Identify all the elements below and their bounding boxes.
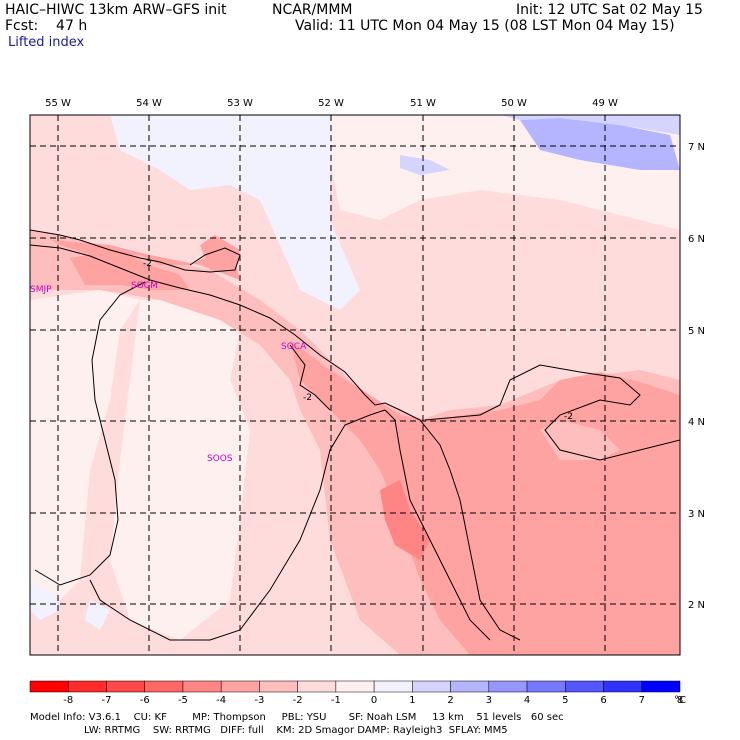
colorbar-swatch	[373, 680, 413, 693]
colorbar-swatch	[488, 680, 528, 693]
station-label: SOCA	[281, 342, 307, 352]
contour-label: -2	[564, 412, 573, 422]
colorbar-swatch	[67, 680, 107, 693]
colorbar-tick-label: 8	[676, 695, 684, 706]
colorbar-swatch	[144, 680, 184, 693]
colorbar	[29, 680, 681, 693]
contour-label: -2	[303, 393, 312, 403]
station-label: SOOS	[207, 454, 233, 464]
colorbar-tick-label: 0	[370, 695, 378, 706]
lat-label: 7 N	[688, 142, 705, 153]
colorbar-swatch	[220, 680, 260, 693]
colorbar-tick-label: 3	[485, 695, 492, 706]
colorbar-swatch	[259, 680, 298, 693]
contour-label: -2	[143, 259, 152, 269]
lon-label: 51 W	[410, 98, 436, 109]
org-label: NCAR/MMM	[272, 2, 353, 18]
colorbar-tick-label: 7	[638, 695, 645, 706]
station-label: SOCM	[131, 281, 158, 291]
colorbar-tick-label: 6	[600, 695, 607, 706]
colorbar-tick-label: 5	[562, 695, 569, 706]
station-labels: SMJP SOCM SOCA SOOS	[30, 281, 307, 464]
contour-labels: -2 -2 -2	[143, 259, 573, 422]
colorbar-swatch	[641, 680, 681, 693]
forecast-hour: Fcst: 47 h	[5, 18, 88, 34]
lat-label: 5 N	[688, 326, 705, 337]
lon-label: 55 W	[45, 98, 71, 109]
field-name: Lifted index	[8, 35, 85, 50]
lat-label: 4 N	[688, 417, 705, 428]
colorbar-tick-label: -8	[63, 695, 74, 706]
colorbar-tick-label: -3	[254, 695, 265, 706]
lon-label: 54 W	[136, 98, 162, 109]
station-label: SMJP	[30, 285, 52, 295]
colorbar-tick-label: -2	[292, 695, 303, 706]
colorbar-swatch	[603, 680, 643, 693]
lon-label: 52 W	[318, 98, 344, 109]
model-title: HAIC–HIWC 13km ARW–GFS init	[5, 2, 227, 18]
colorbar-swatch	[565, 680, 604, 693]
lat-label: 3 N	[688, 509, 705, 520]
map-frame	[29, 114, 681, 656]
lat-label: 6 N	[688, 234, 705, 245]
colorbar-tick-label: 1	[409, 695, 416, 706]
model-info-line1: Model Info: V3.6.1 CU: KF MP: Thompson P…	[30, 712, 564, 723]
colorbar-tick-label: 4	[523, 695, 531, 706]
init-time: Init: 12 UTC Sat 02 May 15	[516, 2, 703, 18]
colorbar-tick-label: 2	[447, 695, 454, 706]
colorbar-tick-label: -4	[216, 695, 227, 706]
colorbar-swatch	[297, 680, 337, 693]
model-info-line2: LW: RRTMG SW: RRTMG DIFF: full KM: 2D Sm…	[30, 725, 508, 736]
colorbar-swatch	[106, 680, 145, 693]
colorbar-tick-label: -7	[101, 695, 112, 706]
colorbar-unit: °C	[674, 695, 686, 706]
colorbar-tick-label: -1	[330, 695, 341, 706]
valid-time: Valid: 11 UTC Mon 04 May 15 (08 LST Mon …	[295, 18, 675, 34]
colorbar-tick-label: -6	[139, 695, 150, 706]
lat-lon-grid	[30, 115, 680, 655]
colorbar-swatch	[335, 680, 375, 693]
colorbar-tick-label: -5	[177, 695, 188, 706]
colorbar-swatch	[526, 680, 566, 693]
latitude-labels: 7 N 6 N 5 N 4 N 3 N 2 N	[688, 142, 705, 611]
colorbar-swatch	[182, 680, 222, 693]
field-shading	[30, 115, 680, 655]
coastline	[30, 244, 521, 641]
colorbar-swatch	[29, 680, 69, 693]
lon-label: 53 W	[227, 98, 253, 109]
colorbar-swatch	[412, 680, 451, 693]
contour-lines	[30, 229, 680, 461]
lat-label: 2 N	[688, 600, 705, 611]
lon-label: 50 W	[501, 98, 527, 109]
lon-label: 49 W	[592, 98, 618, 109]
colorbar-swatch	[450, 680, 490, 693]
longitude-labels: 55 W 54 W 53 W 52 W 51 W 50 W 49 W	[45, 98, 618, 109]
